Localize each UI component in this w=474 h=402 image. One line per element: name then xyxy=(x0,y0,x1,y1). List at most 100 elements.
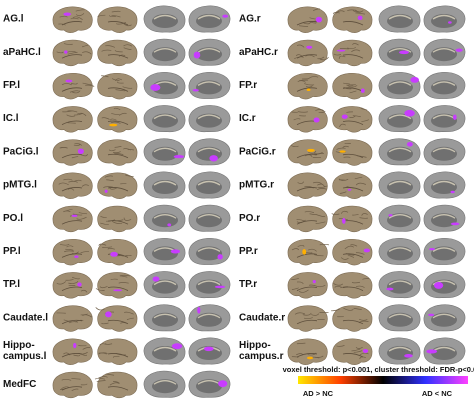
sulcus xyxy=(76,216,87,220)
sulcus xyxy=(58,23,66,26)
sylvian xyxy=(342,286,364,291)
sulcus xyxy=(338,178,349,181)
medial-wall xyxy=(152,246,178,261)
lateral-view xyxy=(97,172,138,199)
sulcus xyxy=(304,83,315,86)
lateral-view xyxy=(287,272,328,299)
sulcus xyxy=(309,76,319,79)
sylvian xyxy=(296,187,318,192)
medial-wall xyxy=(431,312,457,327)
sulcus xyxy=(314,254,324,257)
cortex xyxy=(287,139,328,166)
sulcus xyxy=(112,355,120,358)
cluster xyxy=(209,155,218,162)
sulcus xyxy=(106,179,114,182)
cluster xyxy=(306,88,311,92)
callosum xyxy=(153,280,177,286)
row-label: AG.r xyxy=(239,14,261,25)
cortex xyxy=(52,106,93,133)
cortex xyxy=(97,172,138,199)
sylvian xyxy=(61,153,83,159)
sulcus xyxy=(105,373,115,376)
cortex xyxy=(287,272,328,299)
lateral-view xyxy=(52,338,93,365)
sulcus xyxy=(317,285,326,288)
callosum xyxy=(388,280,412,286)
sulcus xyxy=(67,110,78,113)
sulcus xyxy=(302,312,312,316)
sulcus xyxy=(343,82,350,85)
sulcus xyxy=(299,25,309,27)
cluster xyxy=(388,214,393,217)
sylvian xyxy=(107,187,129,192)
medial-wall xyxy=(196,379,222,394)
sulcus xyxy=(360,107,368,111)
sulcus xyxy=(99,286,108,289)
sulcus xyxy=(347,47,357,49)
sulcus xyxy=(126,317,134,321)
row-label: campus.l xyxy=(3,351,47,362)
sulcus xyxy=(107,247,115,250)
sulcus xyxy=(74,143,82,146)
row-label: MedFC xyxy=(3,379,36,390)
sylvian xyxy=(107,21,129,26)
sulcus xyxy=(291,287,299,290)
sylvian xyxy=(61,87,83,92)
cluster xyxy=(398,50,410,55)
medial-wall xyxy=(431,180,457,194)
cluster xyxy=(339,150,346,153)
sylvian xyxy=(61,21,83,26)
cluster xyxy=(450,222,460,226)
callosum xyxy=(432,48,456,53)
cluster xyxy=(192,89,199,92)
medial-wall xyxy=(196,213,222,228)
cortex xyxy=(52,338,93,365)
medial-wall xyxy=(431,146,457,161)
sylvian xyxy=(107,319,129,325)
medial-view xyxy=(423,171,466,199)
cluster xyxy=(105,311,112,318)
sulcus xyxy=(355,285,365,288)
cortex xyxy=(97,73,138,100)
callosum xyxy=(197,48,221,53)
medial-wall xyxy=(152,312,178,327)
sulcus xyxy=(352,10,361,13)
sulcus xyxy=(343,86,352,90)
cortex xyxy=(52,172,93,199)
medial-view xyxy=(188,238,231,265)
sulcus xyxy=(355,182,367,186)
medial-wall xyxy=(196,279,222,294)
cluster xyxy=(313,117,320,123)
sulcus xyxy=(346,84,354,87)
medial-wall xyxy=(152,180,178,194)
sylvian xyxy=(296,21,318,26)
medial-wall xyxy=(152,47,178,62)
sulcus xyxy=(123,217,132,221)
cluster xyxy=(453,114,457,120)
medial-view xyxy=(188,171,231,199)
sulcus xyxy=(101,75,109,78)
lateral-view xyxy=(287,139,328,166)
callosum xyxy=(197,313,221,319)
lateral-view xyxy=(332,139,373,166)
sulcus xyxy=(67,188,75,191)
row-label: IC.l xyxy=(3,113,19,124)
cortex xyxy=(97,106,138,133)
cluster xyxy=(363,248,370,253)
sylvian xyxy=(342,54,364,59)
sulcus xyxy=(74,113,83,116)
lateral-view xyxy=(287,205,328,233)
lateral-view xyxy=(287,239,329,266)
sylvian xyxy=(61,187,83,192)
sulcus xyxy=(354,176,363,180)
sulcus xyxy=(295,54,304,58)
sulcus xyxy=(331,309,340,312)
sulcus xyxy=(98,352,108,355)
cortex xyxy=(332,139,373,166)
sulcus xyxy=(61,378,72,381)
lateral-view xyxy=(95,272,138,299)
sylvian xyxy=(61,386,83,391)
cortex xyxy=(97,6,138,33)
callosum xyxy=(432,214,456,219)
lateral-view xyxy=(332,6,373,33)
